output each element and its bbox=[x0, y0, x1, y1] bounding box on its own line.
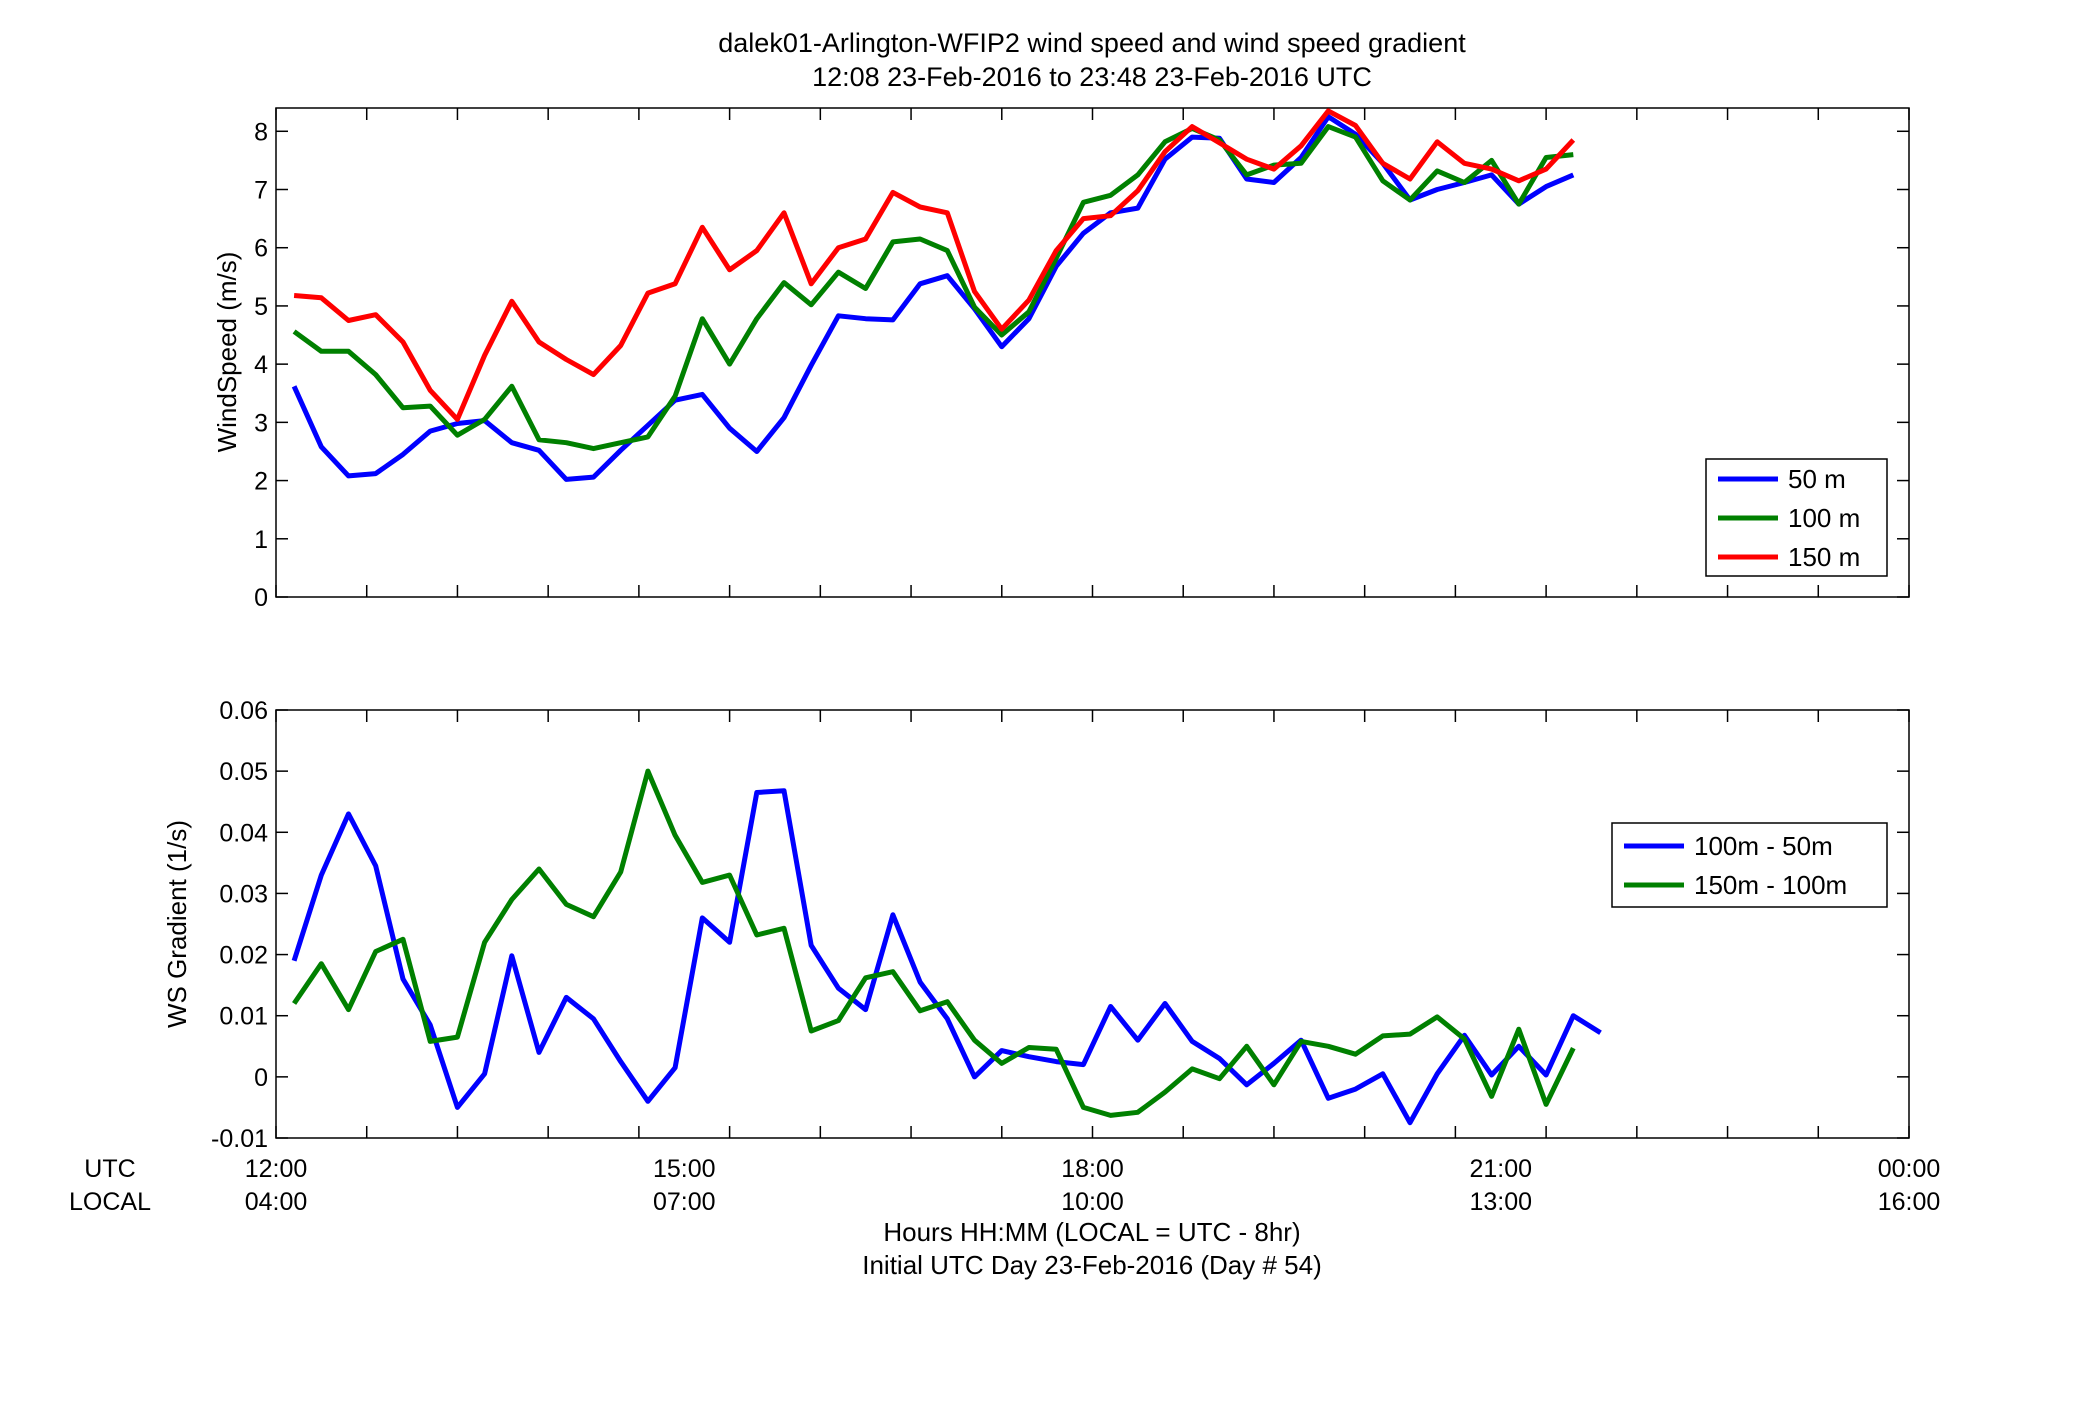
series-line bbox=[293, 108, 1576, 422]
x-tick-label-local: 13:00 bbox=[1469, 1188, 1532, 1216]
x-tick-label-utc: 12:00 bbox=[245, 1155, 308, 1183]
y-tick-label: 0.03 bbox=[219, 880, 268, 908]
windspeed-panel: 0 1 2 3 4 5 6 7 8 WindSpeed (m/s) 50 m 100 m 150… bbox=[212, 107, 1910, 612]
y-tick-label: 0.02 bbox=[219, 942, 268, 970]
legend-label-100m: 100 m bbox=[1788, 503, 1860, 533]
y-tick-label: 6 bbox=[254, 235, 268, 263]
figure-title: dalek01-Arlington-WFIP2 wind speed and w… bbox=[718, 28, 1466, 58]
utc-row-label: UTC bbox=[84, 1155, 135, 1183]
windspeed-legend: 50 m 100 m 150 m bbox=[1705, 458, 1888, 577]
y-tick-label: 7 bbox=[254, 177, 268, 205]
y-tick-label: 8 bbox=[254, 118, 268, 146]
series-line bbox=[291, 788, 1602, 1126]
x-tick-label-local: 10:00 bbox=[1061, 1188, 1124, 1216]
local-row-label: LOCAL bbox=[69, 1188, 151, 1216]
legend-label-100m-50m: 100m - 50m bbox=[1694, 831, 1833, 861]
gradient-series-lines bbox=[291, 768, 1602, 1126]
x-axis-sublabel: Initial UTC Day 23-Feb-2016 (Day # 54) bbox=[862, 1250, 1322, 1280]
y-tick-label: 4 bbox=[254, 351, 268, 379]
gradient-legend-box bbox=[1611, 822, 1888, 908]
windspeed-axes-box bbox=[275, 107, 1910, 598]
x-tick-labels-local: 04:00 07:00 10:00 13:00 16:00 bbox=[245, 1188, 1941, 1216]
y-tick-label: 5 bbox=[254, 293, 268, 321]
series-line bbox=[291, 114, 1575, 482]
x-tick-label-local: 04:00 bbox=[245, 1188, 308, 1216]
windspeed-x-ticks bbox=[275, 108, 1910, 597]
gradient-y-axis-label: WS Gradient (1/s) bbox=[162, 820, 192, 1028]
x-axis-label: Hours HH:MM (LOCAL = UTC - 8hr) bbox=[883, 1217, 1300, 1247]
windspeed-y-axis-label: WindSpeed (m/s) bbox=[212, 252, 242, 453]
series-line bbox=[292, 768, 1576, 1118]
gradient-panel: -0.01 0 0.01 0.02 0.03 0.04 0.05 0.06 WS Gradie… bbox=[162, 697, 1910, 1153]
y-tick-label: 0.01 bbox=[219, 1003, 268, 1031]
legend-label-150m-100m: 150m - 100m bbox=[1694, 870, 1847, 900]
x-tick-label-utc: 15:00 bbox=[653, 1155, 716, 1183]
gradient-x-ticks bbox=[275, 710, 1910, 1138]
y-tick-label: 3 bbox=[254, 409, 268, 437]
y-tick-label: 0.05 bbox=[219, 758, 268, 786]
gradient-legend: 100m - 50m 150m - 100m bbox=[1611, 822, 1888, 908]
x-tick-label-local: 16:00 bbox=[1878, 1188, 1941, 1216]
windspeed-y-ticks: 0 1 2 3 4 5 6 7 8 bbox=[254, 118, 1909, 612]
y-tick-label: 0 bbox=[254, 584, 268, 612]
legend-label-150m: 150 m bbox=[1788, 542, 1860, 572]
figure-subtitle: 12:08 23-Feb-2016 to 23:48 23-Feb-2016 U… bbox=[812, 62, 1372, 92]
x-tick-labels-utc: 12:00 15:00 18:00 21:00 00:00 bbox=[245, 1155, 1941, 1183]
y-tick-label: 0.04 bbox=[219, 819, 268, 847]
gradient-y-ticks: -0.01 0 0.01 0.02 0.03 0.04 0.05 0.06 bbox=[211, 697, 1909, 1153]
y-tick-label: 0.06 bbox=[219, 697, 268, 725]
windspeed-series-lines bbox=[291, 108, 1576, 482]
x-tick-label-local: 07:00 bbox=[653, 1188, 716, 1216]
y-tick-label: -0.01 bbox=[211, 1125, 268, 1153]
gradient-axes-box bbox=[275, 709, 1910, 1139]
y-tick-label: 0 bbox=[254, 1064, 268, 1092]
legend-label-50m: 50 m bbox=[1788, 464, 1846, 494]
x-tick-label-utc: 00:00 bbox=[1878, 1155, 1941, 1183]
x-tick-label-utc: 18:00 bbox=[1061, 1155, 1124, 1183]
x-tick-label-utc: 21:00 bbox=[1469, 1155, 1532, 1183]
y-tick-label: 1 bbox=[254, 526, 268, 554]
y-tick-label: 2 bbox=[254, 468, 268, 496]
series-line bbox=[292, 124, 1574, 452]
